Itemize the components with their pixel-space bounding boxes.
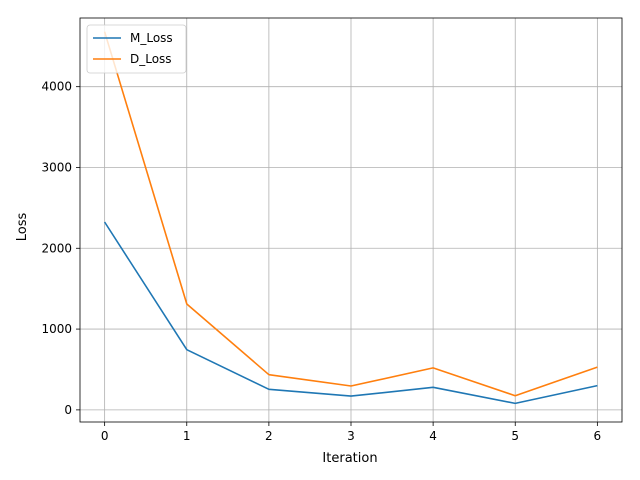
legend-label: D_Loss: [130, 52, 172, 66]
y-tick-label: 1000: [41, 322, 72, 336]
series-lines: [103, 31, 598, 405]
x-tick-label: 6: [594, 429, 602, 443]
x-tick-label: 2: [265, 429, 273, 443]
legend: M_Loss D_Loss: [86, 24, 187, 74]
y-tick-label: 3000: [41, 160, 72, 174]
legend-label: M_Loss: [130, 31, 173, 45]
x-tick-label: 0: [101, 429, 109, 443]
x-tick-label: 3: [347, 429, 355, 443]
x-tick-label: 5: [511, 429, 519, 443]
y-tick-label: 2000: [41, 241, 72, 255]
y-axis-label: Loss: [15, 213, 30, 242]
y-tick-label: 0: [64, 403, 72, 417]
x-axis-label: Iteration: [322, 451, 377, 466]
y-tick-label: 4000: [41, 80, 72, 94]
series-line-m-loss: [103, 221, 598, 405]
legend-box: [86, 24, 187, 74]
grid: [80, 18, 622, 422]
x-tick-label: 1: [183, 429, 191, 443]
axis-ticks: 0 1 2 3 4 5 6 0 1000 2000 3000 4000: [41, 80, 601, 443]
series-line-d-loss: [103, 31, 598, 397]
x-tick-label: 4: [429, 429, 437, 443]
